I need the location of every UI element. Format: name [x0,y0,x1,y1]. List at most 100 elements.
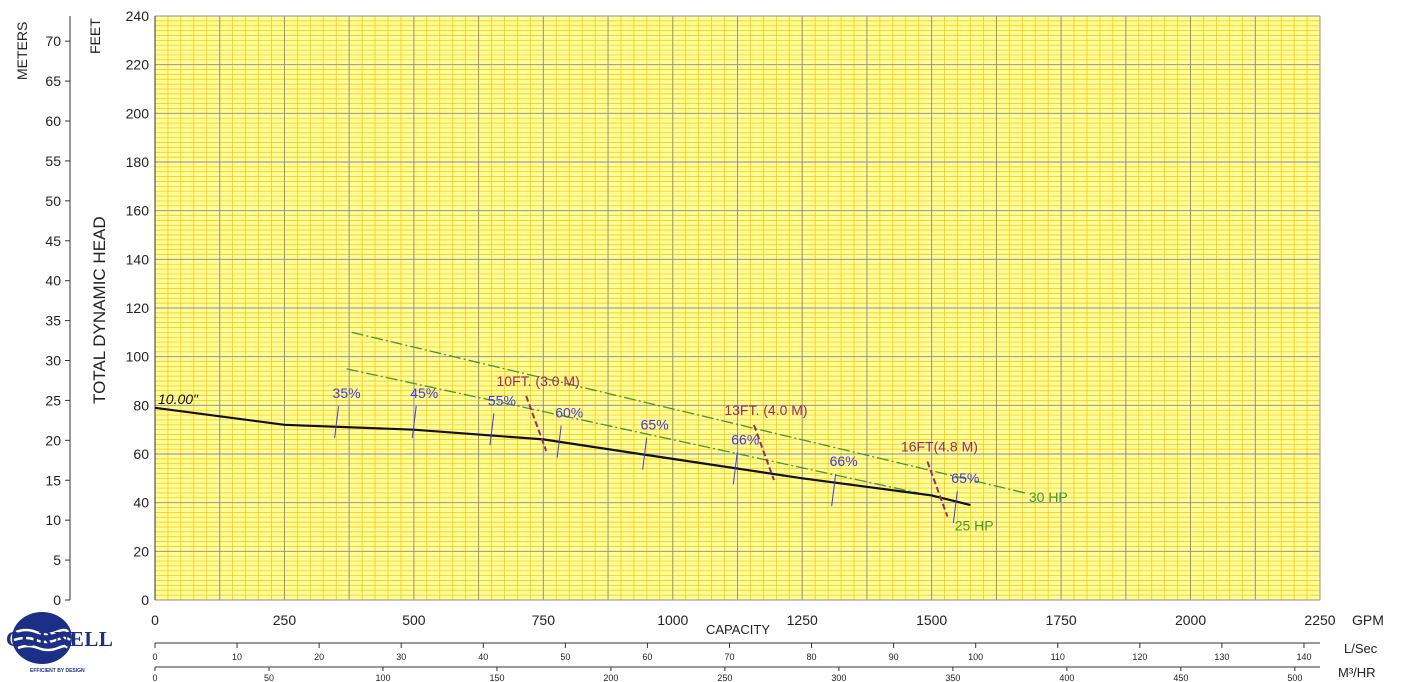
feet-tick-label: 100 [126,349,150,365]
feet-tick-label: 160 [126,203,150,219]
m3hr-tick-label: 0 [152,673,157,682]
lsec-tick-label: 50 [560,652,570,662]
lsec-tick-label: 0 [152,652,157,662]
lsec-tick-label: 100 [968,652,983,662]
gpm-unit-label: GPM [1352,612,1384,628]
cornell-logo [6,610,110,676]
lsec-tick-label: 90 [889,652,899,662]
lsec-tick-label: 30 [396,652,406,662]
lsec-tick-label: 110 [1051,652,1065,662]
npsh-label: 16FT(4.8 M) [901,439,978,455]
efficiency-label: 55% [488,392,516,408]
hp-label: 25 HP [955,518,994,534]
meters-tick-label: 70 [45,33,61,49]
efficiency-label: 66% [731,431,759,447]
feet-tick-label: 80 [133,397,149,413]
m3hr-tick-label: 200 [603,673,618,682]
efficiency-tick [556,425,562,458]
gpm-tick-label: 750 [532,612,556,628]
npsh-label: 10FT. (3.0 M) [497,373,580,389]
meters-tick-label: 65 [45,73,61,89]
feet-tick-label: 200 [126,105,150,121]
feet-axis-title: FEET [87,18,103,54]
meters-tick-label: 55 [45,153,61,169]
feet-tick-label: 240 [126,8,150,24]
meters-tick-label: 10 [45,512,61,528]
lsec-tick-label: 70 [724,652,734,662]
meters-tick-label: 35 [45,313,61,329]
chart-labels: 30 HP 25 HP 10.00" 35% 45% 55% 60% 65% 66% 66% 65%… [158,373,1068,534]
brand-name: CORNELL [6,627,114,651]
feet-tick-label: 120 [126,300,150,316]
lsec-tick-label: 20 [314,652,324,662]
m3hr-tick-label: 150 [489,673,504,682]
efficiency-tick [642,437,648,470]
hp-label: 30 HP [1029,489,1068,505]
m3hr-tick-label: 50 [264,673,274,682]
axes: 0510152025303540455055606570020406080100… [14,8,1384,682]
lsec-tick-label: 140 [1296,652,1311,662]
lsec-unit-label: L/Sec [1344,641,1378,656]
meters-axis-title: METERS [14,22,30,80]
gpm-tick-label: 0 [151,612,159,628]
hp-line [346,368,963,504]
meters-tick-label: 60 [45,113,61,129]
meters-tick-label: 50 [45,193,61,209]
gpm-tick-label: 250 [273,612,297,628]
m3hr-tick-label: 350 [945,673,960,682]
meters-tick-label: 15 [45,472,61,488]
efficiency-label: 35% [333,385,361,401]
efficiency-label: 45% [410,385,438,401]
m3hr-tick-label: 300 [831,673,846,682]
meters-tick-label: 45 [45,233,61,249]
feet-tick-label: 40 [133,495,149,511]
m3hr-tick-label: 250 [717,673,732,682]
meters-tick-label: 40 [45,273,61,289]
gpm-tick-label: 1750 [1046,612,1077,628]
efficiency-label: 60% [555,405,583,421]
feet-tick-label: 220 [126,57,150,73]
brand-tagline: EFFICIENT BY DESIGN [30,668,85,674]
lsec-tick-label: 10 [232,652,242,662]
chart-marks [154,331,1026,524]
efficiency-label: 65% [951,470,979,486]
npsh-marker [926,461,949,517]
m3hr-tick-label: 100 [375,673,390,682]
gpm-tick-label: 2000 [1175,612,1206,628]
lsec-tick-label: 120 [1132,652,1147,662]
efficiency-tick [411,405,417,439]
efficiency-tick [831,474,837,507]
efficiency-tick [334,405,340,439]
feet-tick-label: 20 [133,543,149,559]
npsh-marker [525,395,548,452]
impeller-diameter-label: 10.00" [158,391,199,407]
m3hr-tick-label: 500 [1287,673,1302,682]
pump-curve-line [154,406,971,507]
feet-tick-label: 140 [126,251,150,267]
grid [154,15,1321,601]
hp-line [351,331,1026,494]
lsec-tick-label: 80 [807,652,817,662]
lsec-tick-label: 60 [642,652,652,662]
efficiency-tick [952,491,958,524]
gpm-tick-label: 1000 [657,612,688,628]
lsec-tick-label: 40 [478,652,488,662]
gpm-tick-label: 2250 [1304,612,1335,628]
m3hr-unit-label: M³/HR [1338,665,1376,680]
meters-tick-label: 5 [53,552,61,568]
x-axis-title: CAPACITY [706,622,770,637]
gpm-tick-label: 500 [402,612,426,628]
meters-tick-label: 20 [45,432,61,448]
gpm-tick-label: 1500 [916,612,947,628]
feet-tick-label: 180 [126,154,150,170]
efficiency-label: 66% [830,453,858,469]
lsec-tick-label: 130 [1214,652,1229,662]
npsh-marker [753,424,775,481]
m3hr-tick-label: 400 [1059,673,1074,682]
meters-tick-label: 30 [45,353,61,369]
m3hr-tick-label: 450 [1173,673,1188,682]
efficiency-label: 65% [641,417,669,433]
efficiency-tick [489,413,495,446]
meters-tick-label: 25 [45,392,61,408]
